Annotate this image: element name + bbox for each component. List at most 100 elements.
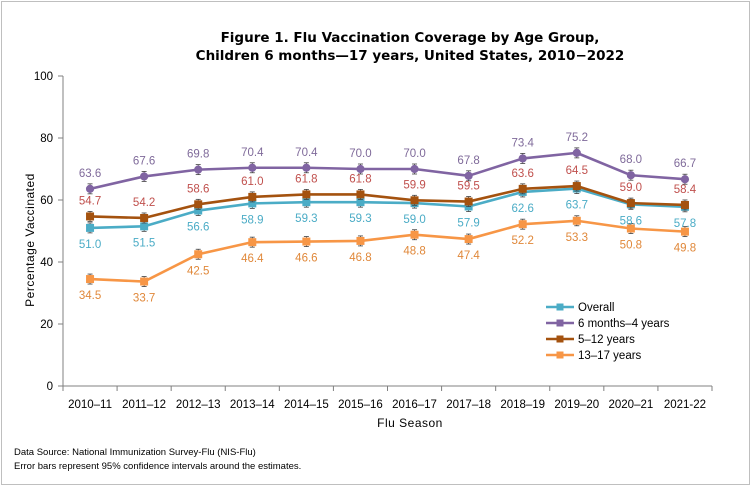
x-tick-label: 2017–18 xyxy=(446,399,491,411)
data-point xyxy=(248,163,257,172)
y-tick-label: 40 xyxy=(40,257,53,269)
data-label: 59.3 xyxy=(295,213,317,225)
data-point xyxy=(626,224,635,233)
data-label: 50.8 xyxy=(620,240,642,252)
legend-label: 5–12 years xyxy=(578,334,635,346)
data-label: 73.4 xyxy=(512,137,535,149)
legend-label: 13–17 years xyxy=(578,350,642,362)
legend: Overall 6 months–4 years 5–12 years 13–17 y… xyxy=(546,302,670,362)
data-label: 63.6 xyxy=(79,168,101,180)
data-label: 54.7 xyxy=(79,195,101,207)
data-point xyxy=(518,154,527,163)
data-point xyxy=(302,163,311,172)
data-point xyxy=(572,216,581,225)
data-label: 57.9 xyxy=(457,218,479,230)
x-tick-label: 2010–11 xyxy=(68,399,112,411)
data-label: 66.7 xyxy=(674,158,696,170)
data-label: 59.9 xyxy=(403,179,425,191)
axes: 0 20 40 60 80 100 2010–11 2011–12 2012–13 2013–14… xyxy=(34,71,713,411)
data-point xyxy=(410,196,419,205)
data-label: 47.4 xyxy=(457,250,480,262)
data-label: 67.6 xyxy=(133,155,155,167)
series-layer xyxy=(85,147,690,287)
data-point xyxy=(140,277,149,286)
data-point xyxy=(518,184,527,193)
data-point xyxy=(140,213,149,222)
footnote-source: Data Source: National Immunization Surve… xyxy=(14,447,256,458)
data-point xyxy=(248,238,257,247)
x-tick-label: 2018–19 xyxy=(500,399,545,411)
data-label: 70.4 xyxy=(241,147,264,159)
legend-swatch-marker xyxy=(556,335,564,343)
x-tick-label: 2012–13 xyxy=(176,399,221,411)
data-label: 62.6 xyxy=(512,203,534,215)
data-label: 58.6 xyxy=(620,215,642,227)
data-label: 63.6 xyxy=(512,168,534,180)
data-label: 34.5 xyxy=(79,290,101,302)
data-point xyxy=(410,164,419,174)
legend-swatch-marker xyxy=(556,303,564,311)
data-label: 54.2 xyxy=(133,197,155,209)
legend-swatch-marker xyxy=(556,351,564,359)
data-label: 59.0 xyxy=(620,182,642,194)
chart-title-line2: Children 6 months—17 years, United State… xyxy=(196,48,625,64)
data-point xyxy=(140,222,149,231)
data-label: 59.0 xyxy=(403,214,425,226)
data-point xyxy=(572,182,581,191)
chart-title-line1: Figure 1. Flu Vaccination Coverage by Ag… xyxy=(221,30,600,46)
data-label: 70.0 xyxy=(349,148,371,160)
data-label: 58.9 xyxy=(241,214,263,226)
data-label: 64.5 xyxy=(566,165,588,177)
data-point xyxy=(140,172,149,181)
series-0 xyxy=(86,183,689,234)
data-label: 48.8 xyxy=(403,246,425,258)
data-label: 58.6 xyxy=(187,183,209,195)
data-point xyxy=(356,190,365,199)
data-label: 75.2 xyxy=(566,132,588,144)
series-line xyxy=(90,184,686,220)
data-label: 46.4 xyxy=(241,253,264,265)
x-tick-label: 2013–14 xyxy=(230,399,275,411)
data-point xyxy=(680,175,690,184)
data-labels-layer: 51.0 51.5 56.6 58.9 59.3 59.3 59.0 57.9 62.6 63.7… xyxy=(79,132,697,305)
x-tick-label: 2014–15 xyxy=(284,399,329,411)
data-label: 53.3 xyxy=(566,232,588,244)
data-point xyxy=(626,171,635,180)
x-tick-label: 2015–16 xyxy=(338,399,383,411)
legend-label: Overall xyxy=(578,302,614,314)
data-label: 69.8 xyxy=(187,149,209,161)
y-tick-label: 80 xyxy=(40,133,53,145)
data-point xyxy=(356,164,365,174)
series-3 xyxy=(86,215,689,287)
data-point xyxy=(680,200,689,209)
data-label: 56.6 xyxy=(187,222,209,234)
data-point xyxy=(194,200,203,209)
x-tick-label: 2011–12 xyxy=(122,399,166,411)
footnote-error-bars: Error bars represent 95% confidence inte… xyxy=(14,461,302,472)
y-tick-label: 0 xyxy=(47,381,53,393)
series-1 xyxy=(85,147,690,195)
data-label: 61.8 xyxy=(295,173,317,185)
x-tick-label: 2021-22 xyxy=(664,399,706,411)
data-label: 68.0 xyxy=(620,154,642,166)
data-label: 61.0 xyxy=(241,176,263,188)
data-point xyxy=(86,223,95,232)
data-label: 57.8 xyxy=(674,218,696,230)
data-point xyxy=(302,190,311,199)
data-label: 49.8 xyxy=(674,243,696,255)
x-tick-label: 2020–21 xyxy=(608,399,653,411)
data-point xyxy=(680,227,689,236)
data-label: 51.5 xyxy=(133,237,155,249)
data-point xyxy=(626,199,635,208)
y-tick-label: 60 xyxy=(40,195,53,207)
y-axis-label: Percentage Vaccinated xyxy=(23,173,37,307)
series-line xyxy=(90,187,686,230)
legend-swatch-marker xyxy=(556,319,564,327)
series-line xyxy=(89,219,686,283)
data-point xyxy=(464,197,473,206)
data-label: 52.2 xyxy=(512,235,534,247)
data-point xyxy=(302,237,311,246)
data-point xyxy=(572,148,581,157)
